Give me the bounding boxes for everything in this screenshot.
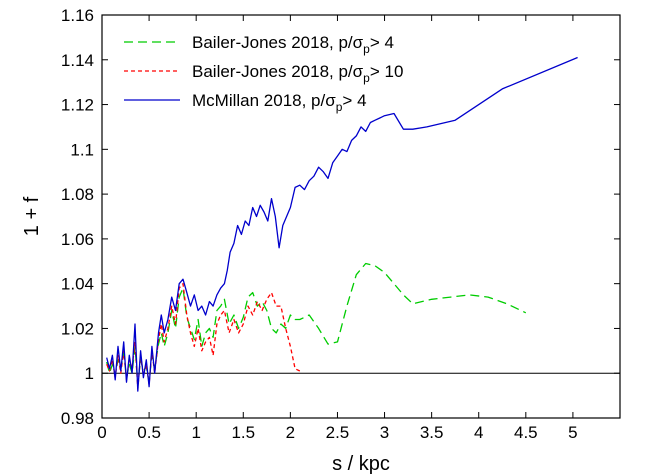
legend-label-main: Bailer-Jones 2018, p/σ xyxy=(192,62,364,81)
legend-label-tail: > 4 xyxy=(342,91,366,110)
legend-label-main: McMillan 2018, p/σ xyxy=(192,91,336,110)
x-tick-label: 0.5 xyxy=(137,423,161,442)
x-tick-label: 4.5 xyxy=(514,423,538,442)
y-tick-label: 1.04 xyxy=(61,275,94,294)
x-tick-label: 5 xyxy=(568,423,577,442)
y-tick-label: 1.1 xyxy=(70,140,94,159)
x-tick-label: 0 xyxy=(97,423,106,442)
y-tick-label: 1 xyxy=(85,364,94,383)
legend-label-main: Bailer-Jones 2018, p/σ xyxy=(192,33,364,52)
x-axis-label: s / kpc xyxy=(332,453,390,475)
plot-frame xyxy=(101,14,621,419)
y-axis-label: 1 + f xyxy=(21,196,43,236)
y-tick-label: 1.08 xyxy=(61,185,94,204)
y-tick-label: 1.12 xyxy=(61,96,94,115)
y-tick-label: 1.02 xyxy=(61,319,94,338)
legend-label-3: McMillan 2018, p/σp> 4 xyxy=(192,91,367,114)
series-line-1 xyxy=(106,262,527,386)
legend-label-tail: > 10 xyxy=(370,62,404,81)
legend-label-1: Bailer-Jones 2018, p/σp> 4 xyxy=(192,33,394,56)
x-tick-label: 3 xyxy=(380,423,389,442)
legend-label-subscript: p xyxy=(336,100,343,114)
x-tick-label: 3.5 xyxy=(420,423,444,442)
legend-label-subscript: p xyxy=(363,71,370,85)
series-line-3 xyxy=(106,56,578,392)
y-tick-label: 1.16 xyxy=(61,6,94,25)
legend-label-subscript: p xyxy=(363,42,370,56)
x-tick-label: 2 xyxy=(286,423,295,442)
x-tick-label: 2.5 xyxy=(326,423,350,442)
y-tick-label: 1.06 xyxy=(61,230,94,249)
legend-label-tail: > 4 xyxy=(370,33,394,52)
legend-label-2: Bailer-Jones 2018, p/σp> 10 xyxy=(192,62,403,85)
y-tick-label: 1.14 xyxy=(61,51,94,70)
x-tick-label: 4 xyxy=(474,423,483,442)
y-tick-label: 0.98 xyxy=(61,409,94,428)
x-tick-label: 1.5 xyxy=(231,423,255,442)
x-tick-label: 1 xyxy=(191,423,200,442)
